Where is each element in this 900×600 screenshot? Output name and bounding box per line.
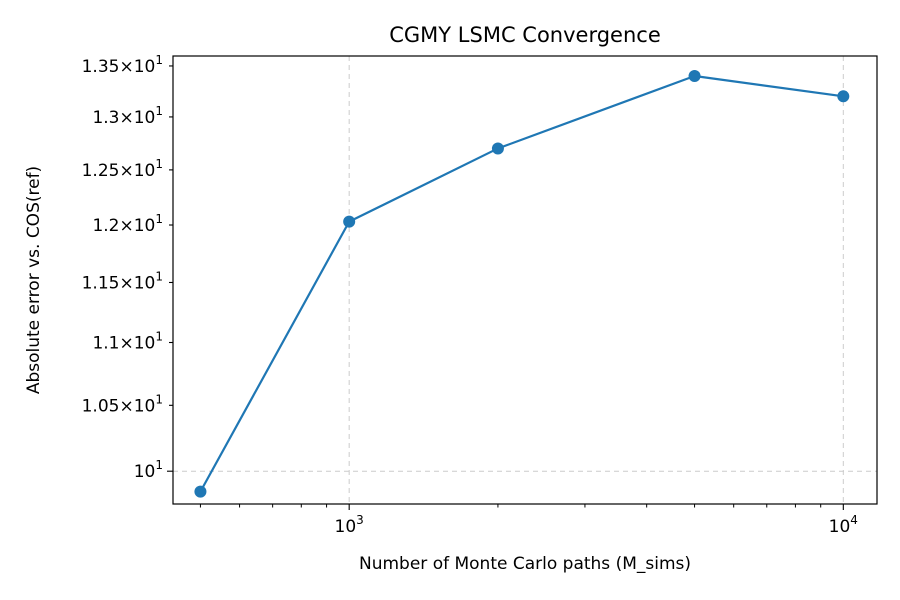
y-axis-label: Absolute error vs. COS(ref) bbox=[24, 166, 44, 394]
y-tick-label: 1.25×101 bbox=[82, 157, 163, 181]
y-tick-label: 1.3×101 bbox=[92, 104, 163, 128]
y-tick-label: 1.2×101 bbox=[92, 212, 163, 236]
x-axis-label: Number of Monte Carlo paths (M_sims) bbox=[359, 554, 691, 574]
chart-title: CGMY LSMC Convergence bbox=[389, 23, 661, 47]
grid bbox=[173, 56, 877, 504]
data-point bbox=[491, 142, 504, 155]
y-tick-label: 1.1×101 bbox=[92, 329, 163, 353]
x-axis-ticks: 103 104 bbox=[199, 504, 858, 537]
y-tick-label: 1.35×101 bbox=[82, 53, 163, 77]
y-axis-ticks: 101 1.05×101 1.1×101 1.15×101 1.2×101 1.25×10… bbox=[82, 53, 173, 482]
data-point bbox=[194, 485, 207, 498]
x-tick-label: 104 bbox=[829, 513, 858, 537]
y-tick-label: 101 bbox=[134, 458, 163, 482]
data-point bbox=[688, 70, 701, 83]
series-layer bbox=[194, 70, 850, 498]
data-point bbox=[837, 90, 850, 103]
x-tick-label: 103 bbox=[335, 513, 364, 537]
y-tick-label: 1.15×101 bbox=[82, 269, 163, 293]
plot-frame bbox=[172, 55, 878, 505]
data-point bbox=[343, 215, 356, 228]
y-tick-label: 1.05×101 bbox=[82, 392, 163, 416]
